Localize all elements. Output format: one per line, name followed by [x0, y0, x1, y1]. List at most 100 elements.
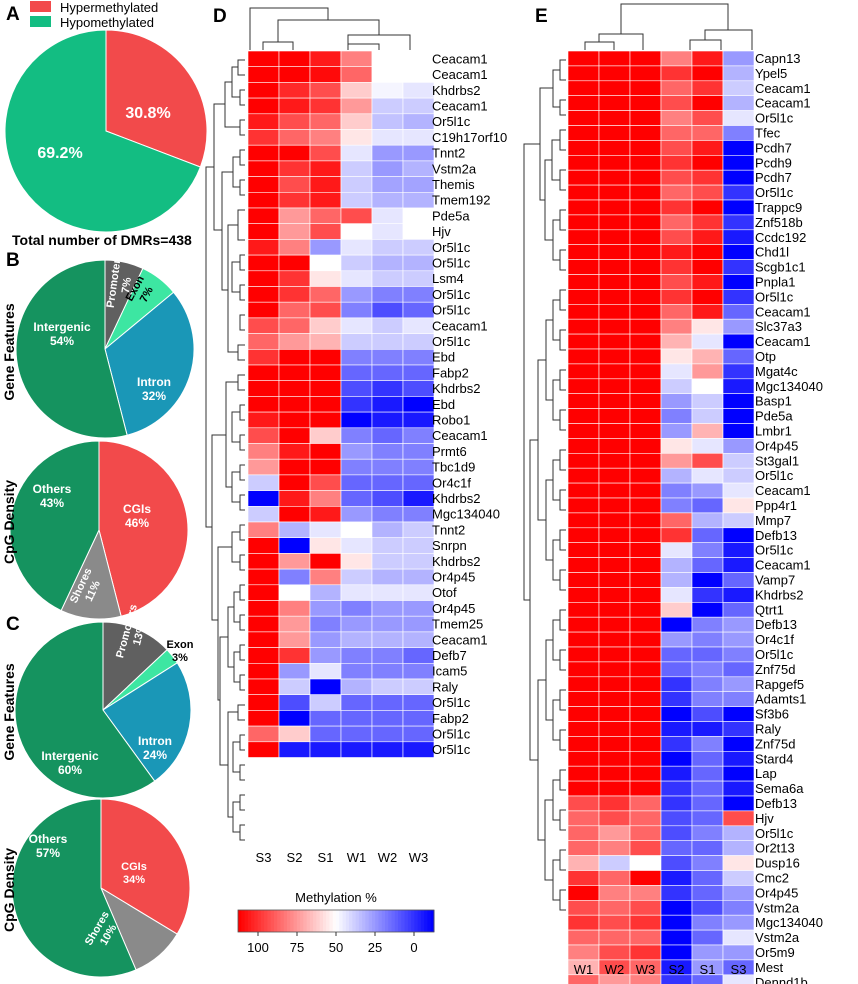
heatmap-cell	[598, 289, 631, 305]
heatmap-cell	[660, 333, 693, 350]
heatmap-cell	[629, 229, 662, 246]
colorbar-segment	[430, 910, 435, 932]
heatmap-cell	[598, 750, 631, 767]
heatmap-cell	[660, 65, 693, 82]
heatmap-row-label: Vstm2a	[755, 900, 800, 915]
heatmap-cell	[598, 870, 631, 886]
heatmap-cell	[660, 259, 693, 275]
heatmap-cell	[660, 810, 693, 827]
heatmap-cell	[722, 333, 755, 350]
colorbar-segment	[293, 910, 298, 932]
heatmap-cell	[371, 301, 404, 319]
heatmap-cell	[278, 160, 311, 177]
heatmap-cell	[247, 710, 280, 727]
heatmap-cell	[629, 155, 662, 171]
heatmap-cell	[629, 736, 662, 752]
heatmap-row-label: Ceacam1	[755, 304, 811, 319]
heatmap-cell	[278, 144, 311, 162]
heatmap-cell	[660, 393, 693, 409]
panel-letter-e: E	[535, 6, 548, 27]
heatmap-cell	[691, 110, 724, 126]
heatmap-cell	[309, 553, 342, 570]
heatmap-cell	[309, 694, 342, 711]
heatmap-cell	[660, 616, 693, 633]
heatmap-cell	[691, 244, 724, 260]
pie-label-cgis: CGIs 34%	[121, 861, 147, 886]
heatmap-cell	[722, 438, 755, 454]
heatmap-cell	[629, 899, 662, 916]
colorbar-segment	[273, 910, 278, 932]
heatmap-cell	[722, 303, 755, 320]
heatmap-cell	[567, 899, 600, 916]
heatmap-cell	[598, 929, 631, 946]
heatmap-cell	[691, 646, 724, 663]
colorbar-segment	[251, 910, 255, 932]
colorbar-segment	[306, 910, 311, 932]
heatmap-cell	[247, 113, 280, 130]
heatmap-cell	[309, 537, 342, 554]
heatmap-cell	[371, 380, 404, 397]
heatmap-cell	[660, 50, 693, 67]
heatmap-cell	[567, 140, 600, 156]
heatmap-column-label: S1	[700, 962, 716, 977]
heatmap-cell	[567, 452, 600, 469]
heatmap-cell	[660, 944, 693, 961]
heatmap-row-label: Ceacam1	[432, 632, 488, 647]
heatmap-cell	[567, 214, 600, 231]
heatmap-cell	[691, 303, 724, 320]
heatmap-row-label: Or5l1c	[755, 468, 794, 483]
heatmap-column-label: W2	[378, 850, 398, 865]
heatmap-cell	[722, 259, 755, 275]
heatmap-cell	[340, 490, 373, 507]
heatmap-cell	[691, 408, 724, 424]
heatmap-cell	[567, 512, 600, 529]
heatmap-column-label: S2	[669, 962, 685, 977]
heatmap-row-label: Tnnt2	[432, 146, 465, 161]
heatmap-cell	[340, 396, 373, 413]
heatmap-cell	[629, 65, 662, 82]
heatmap-cell	[247, 427, 280, 444]
heatmap-row-label: Ceacam1	[755, 96, 811, 111]
heatmap-cell	[691, 631, 724, 648]
heatmap-cell	[567, 572, 600, 588]
heatmap-cell	[247, 82, 280, 99]
heatmap-cell	[371, 97, 404, 115]
heatmap-cell	[278, 192, 311, 209]
heatmap-row-label: Or5l1c	[432, 303, 471, 318]
heatmap-cell	[722, 363, 755, 380]
heatmap-cell	[567, 289, 600, 305]
heatmap-cell	[402, 223, 435, 240]
heatmap-cell	[278, 741, 311, 758]
heatmap-cell	[340, 192, 373, 209]
heatmap-cell	[722, 825, 755, 841]
pie-slice-hypomethylated	[4, 29, 202, 233]
heatmap-cell	[247, 505, 280, 523]
heatmap-row-label: Robo1	[432, 412, 470, 427]
heatmap-row-label: Ceacam1	[432, 98, 488, 113]
heatmap-cell	[371, 443, 404, 460]
heatmap-cell	[340, 662, 373, 680]
heatmap-cell	[691, 318, 724, 335]
heatmap-row-label: Ceacam1	[755, 334, 811, 349]
heatmap-row-label: Hjv	[755, 811, 774, 826]
colorbar-tick-label: 50	[329, 940, 343, 955]
heatmap-cell	[247, 192, 280, 209]
heatmap-cell	[371, 584, 404, 601]
heatmap-cell	[402, 741, 435, 758]
heatmap-cell	[598, 840, 631, 856]
heatmap-cell	[567, 631, 600, 648]
heatmap-cell	[598, 363, 631, 380]
colorbar-segment	[427, 910, 432, 932]
heatmap-row-label: Khdrbs2	[432, 381, 480, 396]
heatmap-cell	[278, 427, 311, 444]
heatmap-cell	[629, 795, 662, 812]
heatmap-cell	[691, 423, 724, 439]
colorbar-segment	[420, 910, 425, 932]
legend-swatch-hyper	[30, 1, 51, 12]
heatmap-cell	[402, 678, 435, 695]
heatmap-cell	[340, 317, 373, 334]
colorbar-segment	[277, 910, 281, 932]
heatmap-cell	[567, 601, 600, 618]
heatmap-cell	[691, 810, 724, 827]
